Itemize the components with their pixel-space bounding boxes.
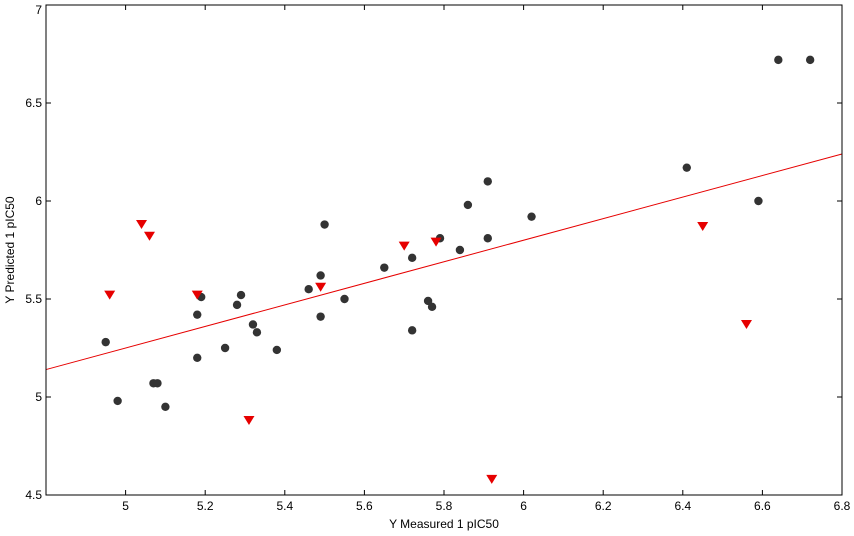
data-point-circle [220, 343, 230, 353]
data-point-triangle [697, 221, 709, 231]
data-point-circle [423, 296, 433, 306]
x-tick-label: 6.6 [754, 499, 771, 513]
data-point-triangle [315, 282, 327, 292]
data-point-circle [682, 163, 691, 172]
data-point-triangle [191, 290, 203, 300]
y-tick-label: 5 [35, 390, 42, 404]
data-point-circle [774, 55, 783, 65]
data-point-triangle [243, 416, 255, 426]
data-point-circle [248, 320, 258, 329]
data-point-circle [316, 312, 325, 321]
plot-area [46, 5, 842, 495]
plot-background [46, 5, 842, 495]
data-point-circle [304, 285, 313, 294]
data-point-circle [427, 302, 437, 312]
regression-line-layer [45, 153, 843, 371]
data-point-circle [193, 353, 202, 362]
y-tick-label: 5.5 [25, 292, 42, 306]
data-point-circle [252, 328, 262, 337]
regression-line [45, 153, 843, 371]
data-point-circle [527, 212, 536, 221]
data-point-triangle [398, 241, 410, 251]
data-point-circle [153, 379, 162, 388]
data-point-triangle [486, 474, 498, 484]
axes-layer: 5 5.2 5.4 5.6 5.8 6 6.2 6.4 6.6 6.8 4.5 5 5.5 6 6.5 7 [25, 3, 850, 513]
x-tick-label: 5.8 [436, 499, 453, 513]
data-point-circle [193, 310, 202, 319]
data-point-circle [483, 234, 492, 243]
x-tick-label: 5.4 [276, 499, 293, 513]
x-tick-label: 6.4 [674, 499, 691, 513]
data-point-circle [455, 245, 465, 255]
y-axis-label: Y Predicted 1 pIC50 [3, 196, 17, 304]
data-point-circle [407, 326, 417, 335]
data-point-circle [805, 55, 815, 65]
data-point-triangle [104, 290, 116, 300]
data-point-circle [380, 263, 389, 272]
data-point-circle [463, 200, 473, 210]
data-points-layer [101, 55, 815, 484]
data-point-triangle [143, 231, 155, 241]
x-tick-label: 5.6 [356, 499, 373, 513]
data-point-circle [340, 294, 349, 304]
data-point-circle [232, 300, 242, 310]
y-tick-label: 7 [35, 3, 42, 17]
y-tick-label: 4.5 [25, 488, 42, 502]
data-point-circle [113, 396, 122, 406]
data-point-circle [754, 196, 763, 206]
data-point-triangle [430, 237, 442, 247]
x-axis-label: Y Measured 1 pIC50 [389, 517, 499, 531]
x-tick-label: 5 [122, 499, 129, 513]
data-point-circle [101, 337, 110, 347]
data-point-circle [407, 253, 417, 263]
x-tick-label: 5.2 [197, 499, 214, 513]
data-point-circle [316, 271, 325, 280]
y-tick-label: 6 [35, 194, 42, 208]
data-point-circle [272, 345, 282, 355]
data-point-circle [483, 177, 492, 186]
x-tick-label: 6 [520, 499, 527, 513]
data-point-triangle [740, 319, 752, 329]
data-point-circle [236, 290, 246, 300]
data-point-triangle [136, 220, 148, 230]
x-tick-label: 6.2 [595, 499, 612, 513]
x-tick-label: 6.8 [834, 499, 851, 513]
y-tick-label: 6.5 [25, 96, 42, 110]
data-point-circle [161, 402, 170, 411]
data-point-circle [320, 220, 329, 229]
